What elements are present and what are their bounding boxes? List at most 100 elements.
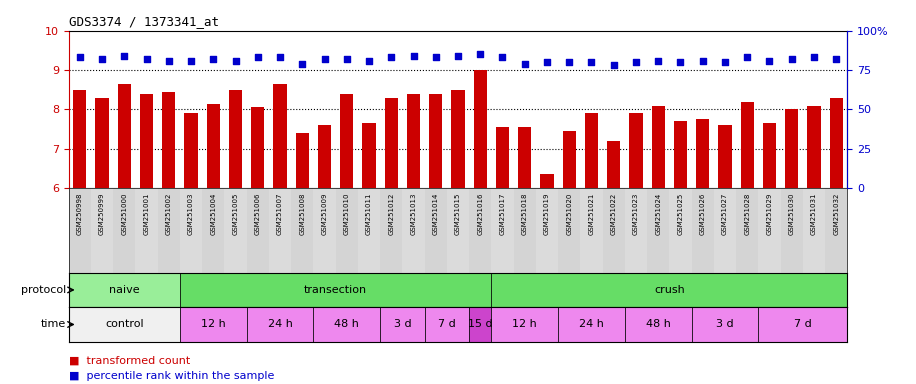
Bar [558, 307, 625, 342]
Point [695, 58, 710, 64]
Point [606, 62, 621, 68]
Bar [514, 188, 536, 273]
Bar [180, 307, 246, 342]
Text: GSM251015: GSM251015 [455, 192, 461, 235]
Bar [714, 188, 736, 273]
Text: GSM251026: GSM251026 [700, 192, 705, 235]
Bar [69, 273, 180, 307]
Bar [91, 188, 114, 273]
Bar [740, 102, 754, 188]
Bar [251, 108, 265, 188]
Bar [95, 98, 109, 188]
Text: GSM251010: GSM251010 [344, 192, 350, 235]
Point [184, 58, 199, 64]
Point [94, 56, 109, 62]
Bar [313, 188, 335, 273]
Bar [114, 188, 136, 273]
Text: protocol: protocol [21, 285, 67, 295]
Text: GSM251028: GSM251028 [744, 192, 750, 235]
Text: GSM251006: GSM251006 [255, 192, 261, 235]
Text: GSM251013: GSM251013 [410, 192, 417, 235]
Text: GSM250999: GSM250999 [99, 192, 105, 235]
Text: GSM251027: GSM251027 [722, 192, 728, 235]
Text: GSM251023: GSM251023 [633, 192, 639, 235]
Bar [447, 188, 469, 273]
Text: GSM251002: GSM251002 [166, 192, 172, 235]
Point [740, 55, 755, 61]
Bar [246, 307, 313, 342]
Text: GSM251012: GSM251012 [388, 192, 394, 235]
Bar [807, 106, 821, 188]
Bar [407, 94, 420, 188]
Text: GSM251024: GSM251024 [655, 192, 661, 235]
Text: GSM250998: GSM250998 [77, 192, 82, 235]
Bar [452, 90, 464, 188]
Bar [425, 307, 469, 342]
Point [384, 55, 398, 61]
Bar [224, 188, 246, 273]
Point [406, 53, 420, 59]
Bar [425, 188, 447, 273]
Bar [340, 94, 354, 188]
Bar [402, 188, 425, 273]
Text: GSM251021: GSM251021 [588, 192, 594, 235]
Bar [318, 125, 332, 188]
Text: GSM251011: GSM251011 [366, 192, 372, 235]
Point [784, 56, 799, 62]
Text: GSM251001: GSM251001 [144, 192, 149, 235]
Point [628, 59, 643, 65]
Bar [651, 106, 665, 188]
Bar [469, 307, 491, 342]
Point [584, 59, 599, 65]
Bar [180, 273, 491, 307]
Point [317, 56, 332, 62]
Point [562, 59, 576, 65]
Bar [562, 131, 576, 188]
Bar [273, 84, 287, 188]
Text: GSM251020: GSM251020 [566, 192, 572, 235]
Text: 24 h: 24 h [267, 319, 292, 329]
Bar [758, 307, 847, 342]
Point [228, 58, 243, 64]
Bar [380, 307, 425, 342]
Point [362, 58, 376, 64]
Bar [385, 98, 398, 188]
Text: 7 d: 7 d [794, 319, 812, 329]
Bar [136, 188, 158, 273]
Bar [246, 188, 269, 273]
Bar [269, 188, 291, 273]
Point [673, 59, 688, 65]
Point [429, 55, 443, 61]
Point [273, 55, 288, 61]
Bar [763, 123, 776, 188]
Point [72, 55, 87, 61]
Bar [692, 188, 714, 273]
Text: naive: naive [109, 285, 139, 295]
Bar [558, 188, 581, 273]
Bar [736, 188, 758, 273]
Bar [313, 307, 380, 342]
Bar [358, 188, 380, 273]
Bar [758, 188, 780, 273]
Text: 7 d: 7 d [438, 319, 456, 329]
Bar [229, 90, 242, 188]
Bar [785, 109, 799, 188]
Text: 12 h: 12 h [512, 319, 537, 329]
Bar [491, 273, 847, 307]
Text: GSM251022: GSM251022 [611, 192, 616, 235]
Point [473, 51, 487, 58]
Point [518, 61, 532, 67]
Text: GSM251003: GSM251003 [188, 192, 194, 235]
Bar [429, 94, 442, 188]
Point [807, 55, 822, 61]
Point [829, 56, 844, 62]
Text: GSM251004: GSM251004 [211, 192, 216, 235]
Point [250, 55, 265, 61]
Text: 48 h: 48 h [334, 319, 359, 329]
Point [206, 56, 221, 62]
Text: 15 d: 15 d [468, 319, 493, 329]
Text: control: control [105, 319, 144, 329]
Point [540, 59, 554, 65]
Bar [696, 119, 709, 188]
Text: transection: transection [304, 285, 367, 295]
